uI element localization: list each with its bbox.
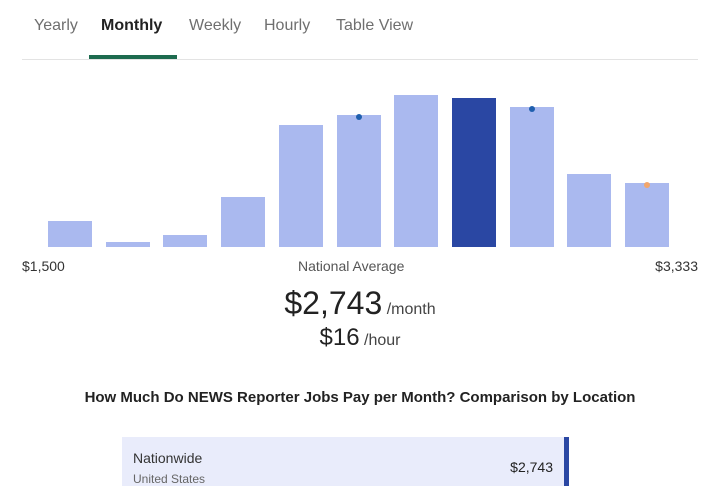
histogram-bar[interactable] bbox=[279, 125, 323, 247]
location-row-nationwide[interactable]: Nationwide United States $2,743 bbox=[122, 437, 569, 486]
tab-monthly[interactable]: Monthly bbox=[101, 17, 163, 34]
histogram-bar[interactable] bbox=[625, 183, 669, 247]
histogram-bar[interactable] bbox=[510, 107, 554, 247]
salary-distribution-chart bbox=[0, 60, 720, 250]
histogram-bar[interactable] bbox=[221, 197, 265, 247]
tab-weekly[interactable]: Weekly bbox=[189, 17, 242, 34]
histogram-bar[interactable] bbox=[394, 95, 438, 247]
histogram-bar[interactable] bbox=[567, 174, 611, 247]
histogram-bar[interactable] bbox=[163, 235, 207, 247]
histogram-bar-highlight[interactable] bbox=[452, 98, 496, 247]
hourly-salary-value: $16 bbox=[319, 324, 360, 351]
monthly-salary: $2,743 /month bbox=[0, 285, 720, 322]
tab-yearly[interactable]: Yearly bbox=[34, 17, 78, 34]
chart-center-label: National Average bbox=[298, 258, 405, 274]
hourly-salary: $16 /hour bbox=[0, 324, 720, 352]
period-tabs: Yearly Monthly Weekly Hourly Table View bbox=[22, 0, 698, 60]
tab-table-view[interactable]: Table View bbox=[336, 17, 414, 34]
location-name: Nationwide bbox=[133, 450, 203, 466]
bar-marker-dot bbox=[644, 182, 650, 188]
location-country: United States bbox=[133, 472, 206, 486]
comparison-title: How Much Do NEWS Reporter Jobs Pay per M… bbox=[84, 389, 636, 406]
active-tab-underline bbox=[89, 55, 177, 59]
chart-min-label: $1,500 bbox=[22, 258, 65, 274]
tab-hourly[interactable]: Hourly bbox=[264, 17, 311, 34]
bar-marker-dot bbox=[529, 106, 535, 112]
monthly-salary-value: $2,743 bbox=[284, 285, 383, 321]
hourly-salary-unit: /hour bbox=[364, 332, 401, 349]
histogram-bar[interactable] bbox=[106, 242, 150, 247]
monthly-salary-unit: /month bbox=[386, 301, 436, 318]
bar-marker-dot bbox=[356, 114, 362, 120]
chart-max-label: $3,333 bbox=[655, 258, 698, 274]
histogram-bar[interactable] bbox=[337, 115, 381, 247]
location-salary-value: $2,743 bbox=[510, 459, 553, 475]
histogram-bar[interactable] bbox=[48, 221, 92, 247]
